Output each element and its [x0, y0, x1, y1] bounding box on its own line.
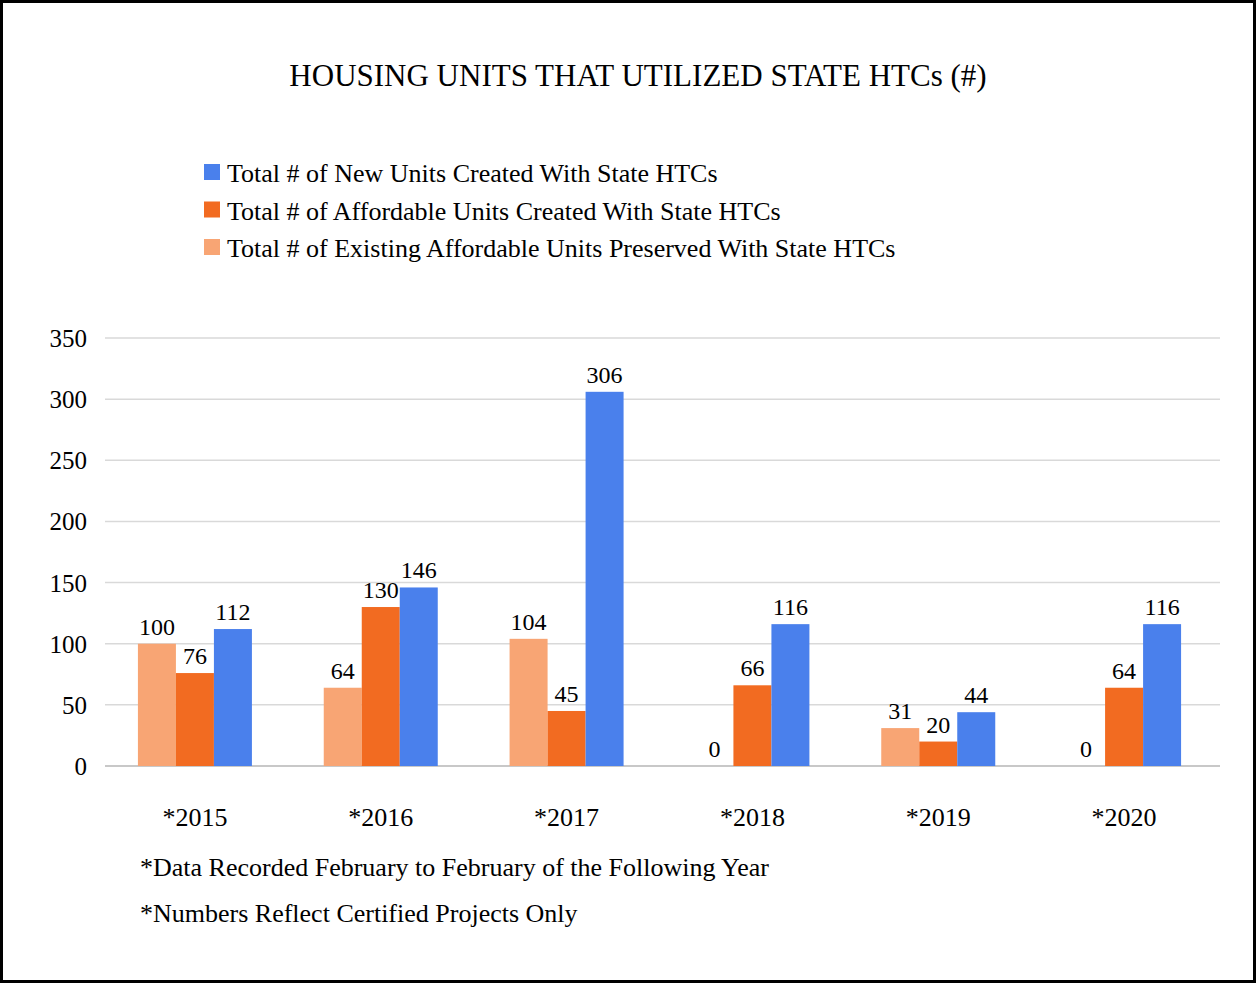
bars — [138, 392, 1181, 766]
data-labels: 100 76 112 64 130146 104 45 306 0 66 116 31 20 44 0 64 1… — [139, 362, 1180, 762]
bar — [324, 688, 362, 766]
chart: HOUSING UNITS THAT UTILIZED STATE HTCs (… — [0, 0, 1256, 983]
grid-line — [105, 337, 1220, 339]
footnote: *Numbers Reflect Certified Projects Only — [140, 899, 578, 928]
x-tick-label: *2019 — [906, 803, 971, 832]
bar — [586, 392, 624, 766]
x-tick-label: *2017 — [534, 803, 599, 832]
bar — [176, 673, 214, 766]
y-tick-label: 300 — [50, 386, 88, 413]
legend-label: Total # of Affordable Units Created With… — [227, 197, 781, 226]
x-tick-label: *2016 — [348, 803, 413, 832]
data-label: 45 — [555, 681, 579, 707]
data-label: 104 — [511, 609, 547, 635]
bar — [400, 587, 438, 766]
bar — [138, 644, 176, 766]
bar — [957, 712, 995, 766]
data-label: 64 — [1112, 658, 1136, 684]
data-label: 76 — [183, 643, 207, 669]
bar — [695, 766, 733, 767]
y-tick-label: 0 — [75, 753, 88, 780]
grid-line — [105, 521, 1220, 523]
data-label: 20 — [926, 712, 950, 738]
data-label: 130 — [363, 577, 399, 603]
grid-line — [105, 643, 1220, 645]
x-tick-label: *2018 — [720, 803, 785, 832]
bar — [548, 711, 586, 766]
y-tick-label: 100 — [50, 631, 88, 658]
bar — [1067, 766, 1105, 767]
title: HOUSING UNITS THAT UTILIZED STATE HTCs (… — [289, 58, 986, 93]
y-tick-label: 150 — [50, 570, 88, 597]
grid — [105, 338, 1220, 766]
grid-line — [105, 704, 1220, 706]
data-label: 66 — [740, 655, 764, 681]
y-tick-label: 200 — [50, 508, 88, 535]
grid-line — [105, 460, 1220, 462]
y-tick-label: 350 — [50, 325, 88, 352]
x-tick-label: *2020 — [1092, 803, 1157, 832]
bar — [733, 685, 771, 766]
data-label: 0 — [708, 736, 720, 762]
legend: Total # of New Units Created With State … — [204, 159, 895, 263]
data-label: 31 — [888, 698, 912, 724]
data-label: 0 — [1080, 736, 1092, 762]
legend-label: Total # of New Units Created With State … — [227, 159, 718, 188]
bar — [510, 639, 548, 766]
grid-line — [105, 765, 1220, 767]
y-tick-label: 50 — [62, 692, 87, 719]
data-label: 100 — [139, 614, 175, 640]
legend-label: Total # of Existing Affordable Units Pre… — [227, 234, 895, 263]
data-label: 112 — [215, 599, 250, 625]
footnote: *Data Recorded February to February of t… — [140, 853, 769, 882]
bar — [919, 742, 957, 766]
bar — [1105, 688, 1143, 766]
grid-line — [105, 582, 1220, 584]
bar — [1143, 624, 1181, 766]
bar — [771, 624, 809, 766]
data-label: 306 — [587, 362, 623, 388]
data-label: 44 — [964, 682, 988, 708]
bar — [881, 728, 919, 766]
data-label: 116 — [1145, 594, 1180, 620]
x-tick-label: *2015 — [162, 803, 227, 832]
data-label: 146 — [401, 557, 437, 583]
bar — [214, 629, 252, 766]
data-label: 64 — [331, 658, 355, 684]
legend-swatch — [204, 239, 220, 255]
bar — [362, 607, 400, 766]
grid-line — [105, 398, 1220, 400]
legend-swatch — [204, 164, 220, 180]
data-label: 116 — [773, 594, 808, 620]
legend-swatch — [204, 202, 220, 218]
frame — [2, 2, 1255, 982]
y-tick-label: 250 — [50, 447, 88, 474]
